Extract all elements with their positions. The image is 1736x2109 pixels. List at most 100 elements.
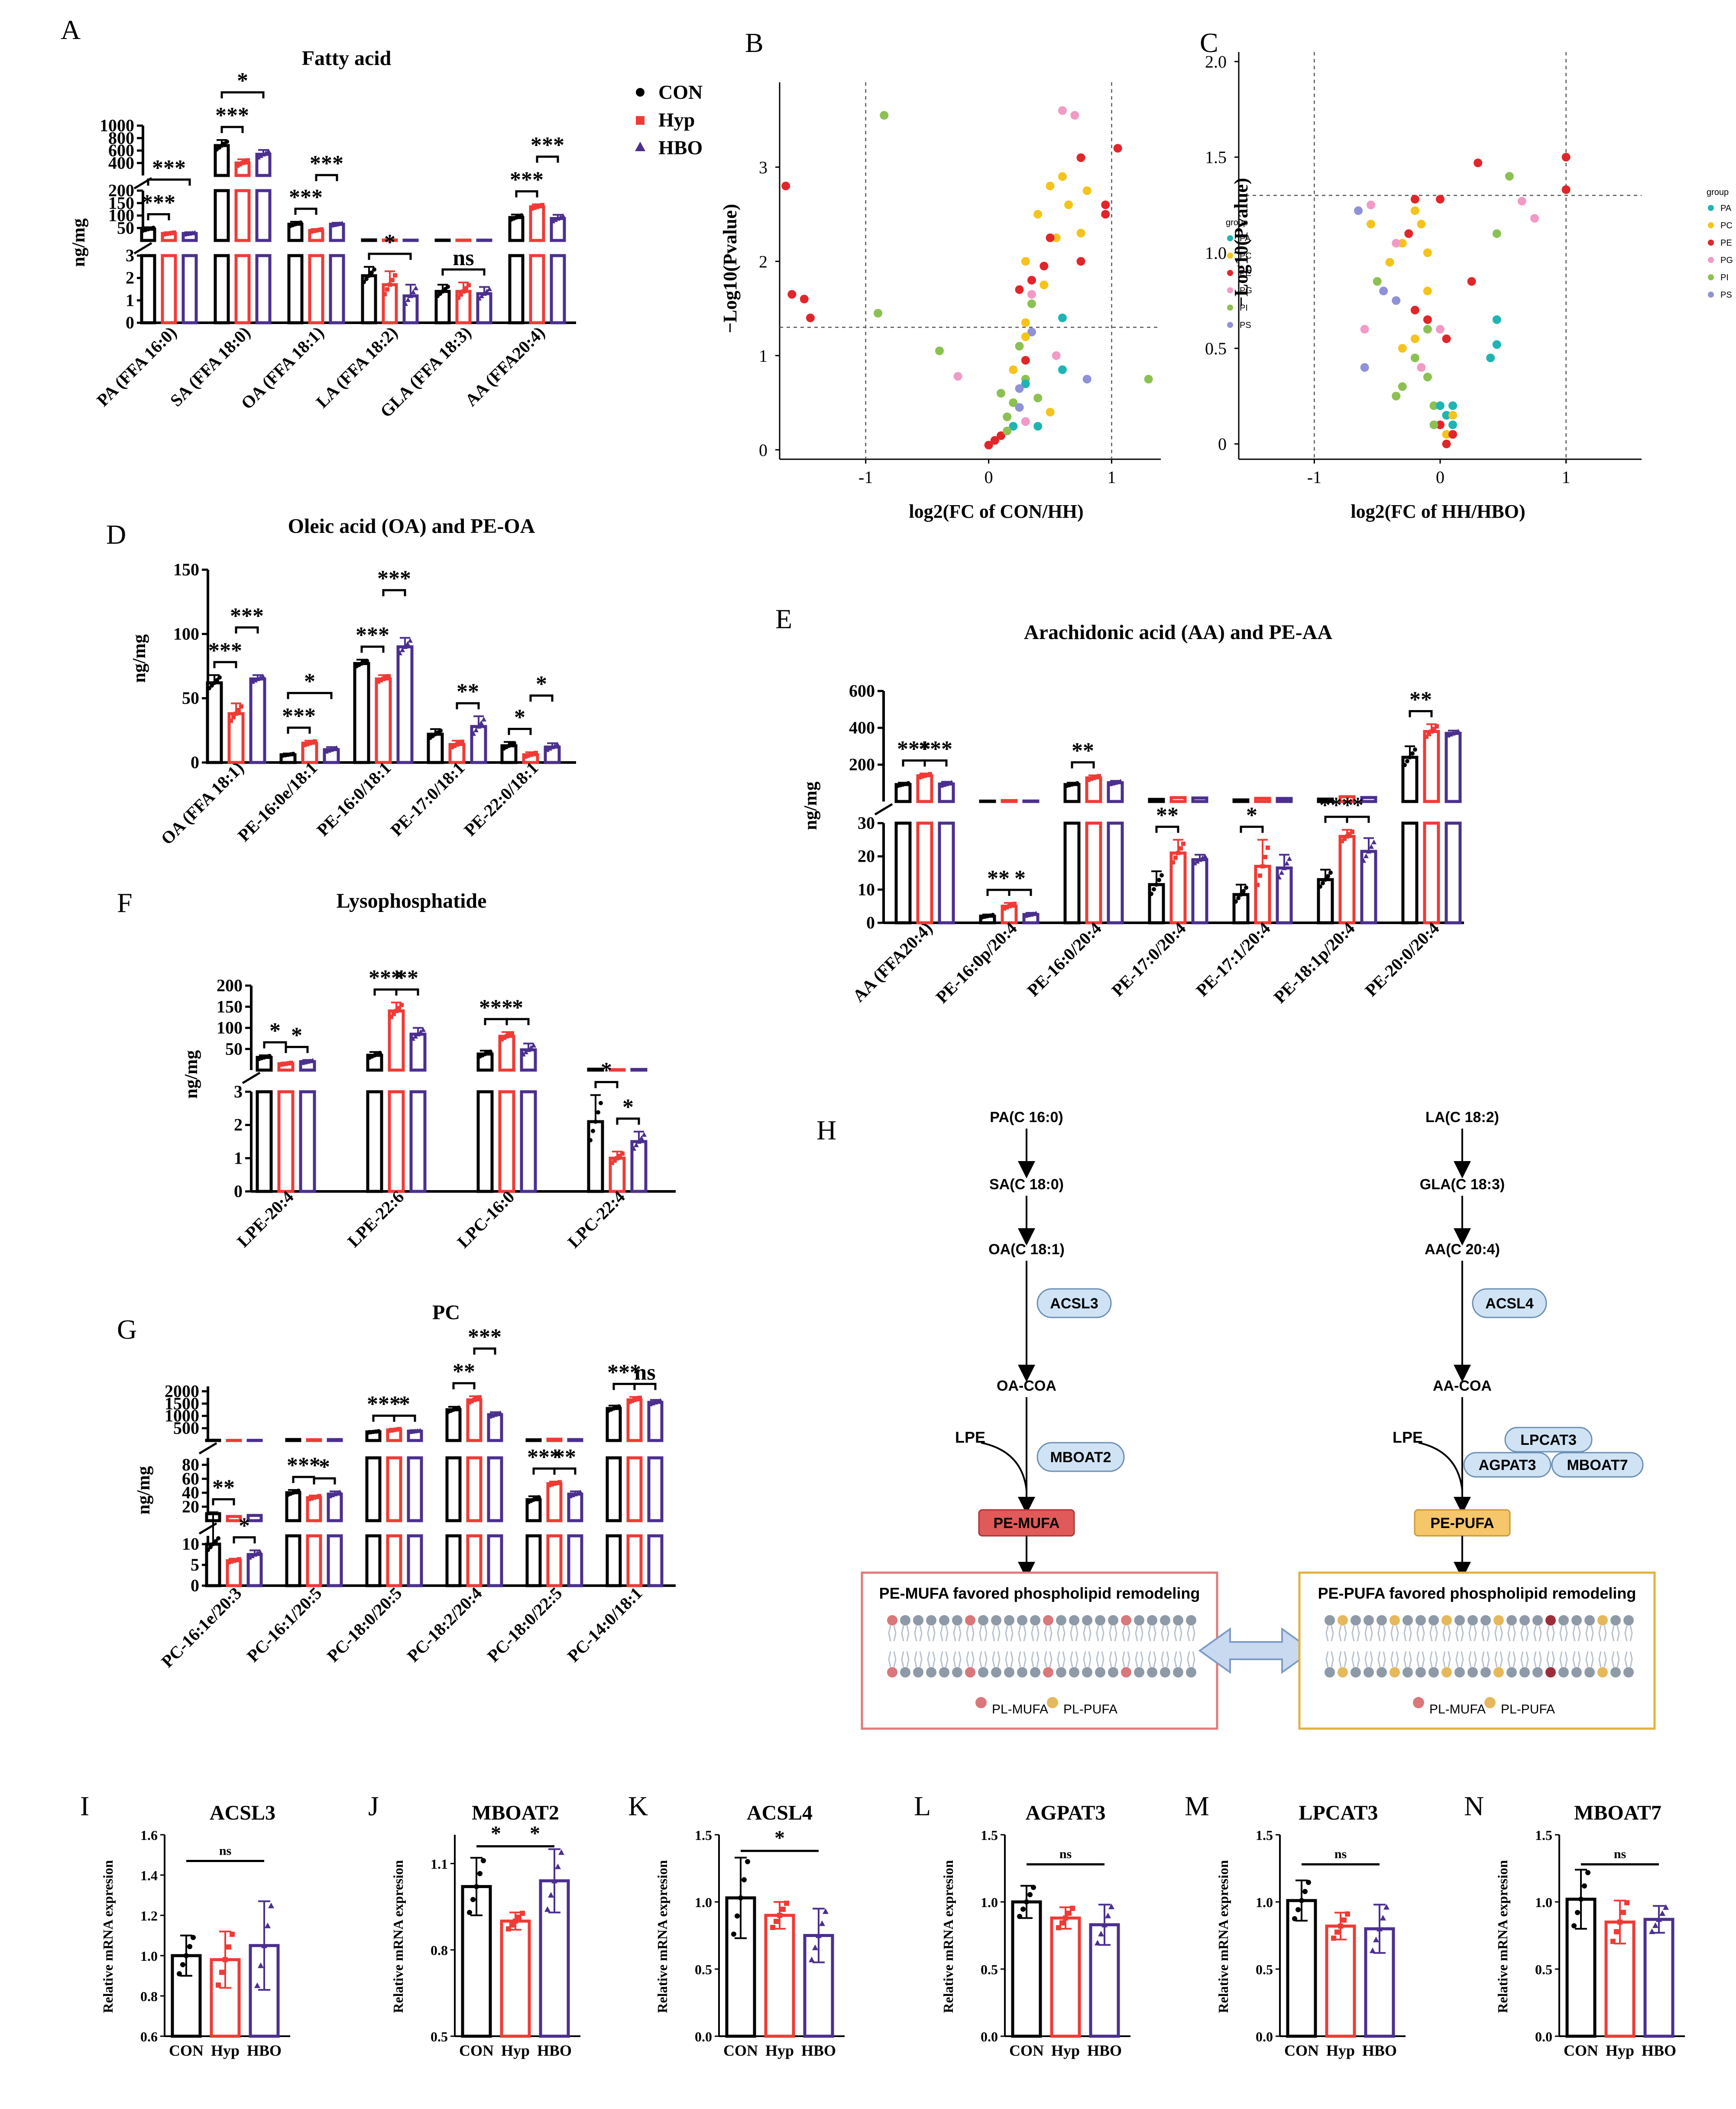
point-pe [1561,152,1571,162]
y-tick-label: 1500 [165,1394,199,1413]
data-point [638,1395,642,1400]
data-point [438,728,443,733]
data-point [229,1559,233,1564]
bar-hyp [626,1456,643,1522]
data-point [403,301,408,306]
sig-bracket [372,1415,395,1422]
data-point [254,1982,260,1988]
data-point [812,1944,818,1950]
group-legend-marker [1708,205,1714,211]
sig-bracket [285,1046,309,1053]
data-point [1347,832,1352,837]
lipid-tail [1572,1651,1581,1668]
data-point [314,228,318,233]
data-point [482,291,487,296]
enzyme-agpat3-box [1463,1452,1551,1478]
y-axis-label: ng/mg [69,218,89,267]
data-point [310,740,314,745]
point-pg [1058,106,1067,115]
data-point [1364,853,1369,858]
data-point [512,741,516,746]
data-point [309,1496,314,1501]
sig-label: * [536,672,547,697]
lipid-tail [1057,1651,1066,1668]
group-legend-label: PE [1720,238,1732,248]
y-axis-label: ng/mg [134,1466,154,1515]
point-pa [1033,422,1043,431]
lipid-tail [1148,1651,1156,1668]
data-point [311,229,316,234]
category-label: PE-16:0e/18:1 [234,758,321,845]
data-point [376,1429,381,1434]
lipid-head [1069,1615,1079,1626]
data-point [1338,1923,1343,1929]
point-ps [1082,375,1091,384]
x-tick-label: -1 [858,467,873,487]
data-point [475,1396,479,1401]
point-pg [1392,239,1401,248]
legend-label-hbo: HBO [658,136,703,159]
lipid-tail [1585,1625,1594,1642]
sig-label: ** [987,866,1010,891]
data-point [481,717,486,722]
data-point [521,1051,526,1057]
lipid-head [1004,1615,1014,1626]
group-legend-title: group [1707,188,1729,197]
y-tick-label: 1 [234,1148,243,1168]
bar-hbo [1445,821,1462,925]
point-pc [1423,286,1432,295]
data-point [263,150,269,155]
lipid-tail [1044,1651,1053,1668]
point-pc [1410,206,1419,215]
axis-break [874,803,893,816]
lipid-head [978,1667,988,1677]
data-point [1578,1896,1584,1902]
x-tick-label: CON [1564,2042,1598,2059]
data-point [1266,845,1270,850]
bar-con [1317,797,1334,803]
bar-hyp [466,1456,483,1522]
bar-con [445,1408,462,1442]
sig-bracket [212,1498,235,1506]
bar-hyp [546,1437,563,1442]
lipid-tail [1572,1625,1581,1642]
axis-break [242,1071,261,1084]
y-tick-label: 0 [1218,435,1227,454]
bar-hyp [916,774,933,803]
data-point [261,1942,267,1948]
point-pi [1373,277,1382,286]
lipid-head [1364,1667,1374,1677]
group-legend-marker [1708,274,1714,280]
y-axis-label: Relative mRNA expresion [654,1860,670,2013]
enzyme-mboat2: MBOAT2 [1050,1449,1111,1466]
data-point [389,1015,393,1019]
data-point [1429,729,1434,734]
point-pa [1448,401,1457,410]
legend-plmufa-icon-left [975,1697,987,1708]
panel-letter-a: A [61,14,81,45]
bar-hbo [520,1090,537,1193]
data-point [484,289,489,294]
lipid-tail [1546,1625,1555,1642]
y-tick-label: 1.0 [695,1895,712,1910]
lipid-tail [1520,1625,1529,1642]
sig-bracket [1071,761,1095,769]
lipid-head [939,1615,949,1626]
data-point [1371,839,1376,844]
lipid-tail [1109,1625,1117,1642]
right-step-4: AA-COA [1433,1378,1492,1394]
data-point [296,1489,301,1493]
y-tick-label: 1.0 [1205,243,1227,263]
bar-hyp [626,1534,643,1587]
data-point [261,152,266,157]
sig-label: *** [152,156,186,181]
data-point [641,1132,647,1137]
sig-bracket [368,253,412,260]
lipid-tail [1364,1625,1373,1642]
sig-bracket [263,1041,287,1048]
bar-hyp [375,677,392,764]
point-pg [953,372,962,381]
lipid-tail [1624,1625,1633,1642]
y-axis-label: −Log10(Pvalue) [1231,178,1252,308]
